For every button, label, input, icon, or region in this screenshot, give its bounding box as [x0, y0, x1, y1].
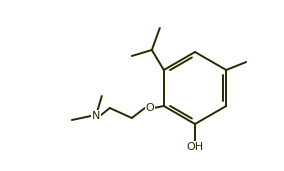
- Text: O: O: [145, 103, 154, 113]
- Text: OH: OH: [186, 142, 204, 152]
- Text: N: N: [92, 111, 100, 121]
